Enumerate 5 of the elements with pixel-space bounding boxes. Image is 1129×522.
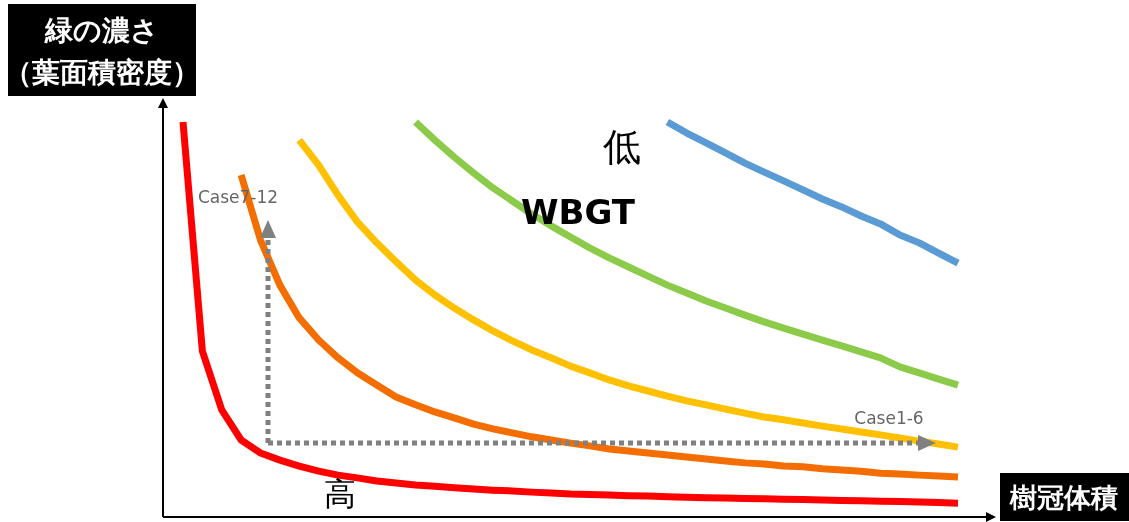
annotation: 高: [324, 475, 356, 513]
annotation: Case1-6: [854, 408, 924, 428]
x-axis-title: 樹冠体積: [1009, 482, 1118, 513]
y-axis-title: 緑の濃さ（葉面積密度）: [4, 14, 200, 89]
annotation: 低: [603, 125, 641, 169]
